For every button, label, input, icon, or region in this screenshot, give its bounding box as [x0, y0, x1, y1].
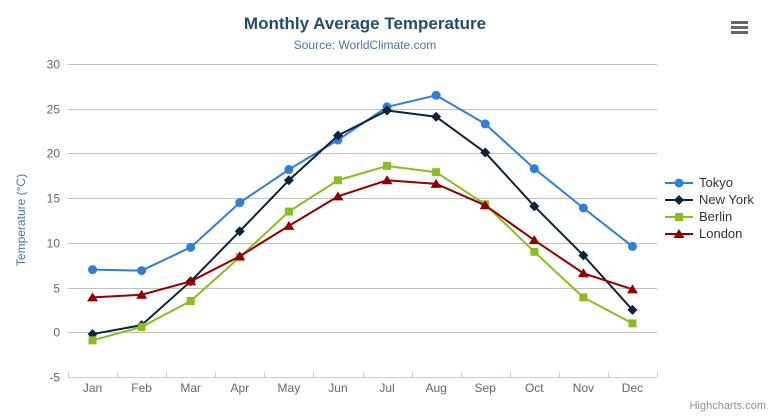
x-axis-label: Jul — [379, 381, 394, 395]
data-point-london[interactable] — [136, 289, 148, 299]
legend-item-berlin[interactable]: Berlin — [664, 208, 754, 225]
y-axis-label: 5 — [53, 282, 60, 296]
x-axis-label: Aug — [425, 381, 446, 395]
legend-marker — [675, 212, 683, 221]
y-axis-label: 10 — [47, 237, 61, 251]
x-axis-label: Sep — [475, 381, 497, 395]
data-point-new-york[interactable] — [332, 130, 343, 141]
x-axis-label: Apr — [230, 381, 249, 395]
data-point-london[interactable] — [234, 251, 246, 261]
data-point-new-york[interactable] — [234, 226, 245, 237]
data-point-new-york[interactable] — [431, 111, 442, 122]
hamburger-menu-icon — [731, 26, 748, 29]
data-point-tokyo[interactable] — [88, 265, 98, 275]
series-line-tokyo[interactable] — [91, 94, 634, 272]
data-point-london[interactable] — [528, 235, 540, 245]
legend-marker-icon-circle — [665, 178, 693, 187]
y-axis-label: 30 — [47, 58, 61, 72]
legend-marker-icon-triangle — [665, 228, 693, 238]
data-point-london[interactable] — [430, 178, 442, 188]
data-point-london[interactable] — [381, 175, 393, 185]
data-point-berlin[interactable] — [137, 322, 146, 331]
series-line-berlin[interactable] — [91, 164, 634, 342]
data-point-tokyo[interactable] — [480, 119, 490, 129]
y-axis-label: 15 — [47, 192, 61, 206]
legend-marker — [674, 194, 684, 205]
x-axis-label: Jun — [328, 381, 347, 395]
data-point-tokyo[interactable] — [235, 198, 245, 208]
hamburger-menu-icon — [731, 31, 748, 34]
data-point-berlin[interactable] — [186, 296, 195, 305]
data-point-berlin[interactable] — [284, 207, 293, 216]
chart-context-menu-button[interactable] — [731, 21, 748, 34]
credits-link[interactable]: Highcharts.com — [689, 400, 766, 412]
data-point-new-york[interactable] — [627, 304, 638, 315]
legend-marker-icon-diamond — [665, 194, 693, 205]
x-axis-label: Feb — [131, 381, 152, 395]
data-point-berlin[interactable] — [530, 247, 539, 256]
y-axis-label: 20 — [47, 147, 61, 161]
legend-item-new-york[interactable]: New York — [664, 191, 754, 208]
data-point-tokyo[interactable] — [431, 90, 441, 100]
data-point-berlin[interactable] — [333, 176, 342, 185]
y-axis-label: 25 — [47, 103, 61, 117]
data-point-berlin[interactable] — [579, 293, 588, 302]
data-point-tokyo[interactable] — [529, 164, 539, 174]
legend-label: New York — [699, 192, 754, 207]
data-point-new-york[interactable] — [382, 105, 393, 116]
data-point-london[interactable] — [626, 284, 638, 294]
data-point-tokyo[interactable] — [186, 242, 196, 252]
data-point-berlin[interactable] — [88, 336, 97, 345]
data-point-berlin[interactable] — [383, 161, 392, 170]
data-point-tokyo[interactable] — [137, 266, 147, 276]
data-point-london[interactable] — [479, 200, 491, 210]
x-axis-label: Nov — [573, 381, 594, 395]
data-point-tokyo[interactable] — [578, 203, 588, 213]
data-point-new-york[interactable] — [283, 175, 294, 186]
data-point-london[interactable] — [577, 268, 589, 278]
data-point-new-york[interactable] — [529, 201, 540, 212]
data-point-london[interactable] — [332, 191, 344, 201]
y-axis-label: -5 — [49, 371, 60, 385]
legend-marker — [674, 178, 684, 187]
x-axis-label: Mar — [180, 381, 201, 395]
data-point-london[interactable] — [87, 292, 99, 302]
data-point-london[interactable] — [283, 220, 295, 230]
data-point-tokyo[interactable] — [627, 241, 637, 251]
series-line-new-york[interactable] — [91, 109, 634, 336]
legend: Tokyo New York Berlin London — [664, 174, 754, 242]
hamburger-menu-icon — [731, 21, 748, 24]
legend-label: London — [699, 226, 743, 241]
x-axis-label: Jan — [83, 381, 102, 395]
data-point-new-york[interactable] — [480, 147, 491, 158]
y-axis-label: 0 — [53, 326, 60, 340]
data-point-new-york[interactable] — [578, 250, 589, 261]
x-axis-label: Oct — [525, 381, 544, 395]
chart-subtitle: Source: WorldClimate.com — [293, 38, 437, 52]
chart-title: Monthly Average Temperature — [243, 14, 487, 33]
legend-label: Berlin — [699, 209, 733, 224]
legend-item-tokyo[interactable]: Tokyo — [664, 174, 754, 191]
data-point-tokyo[interactable] — [284, 165, 294, 175]
data-point-london[interactable] — [185, 276, 197, 286]
legend-marker — [673, 228, 685, 238]
legend-marker-icon-square — [665, 212, 693, 221]
legend-label: Tokyo — [699, 175, 733, 190]
data-point-berlin[interactable] — [628, 319, 637, 328]
x-axis-label: Dec — [622, 381, 643, 395]
legend-item-london[interactable]: London — [664, 225, 754, 242]
series-line-london[interactable] — [91, 179, 634, 299]
data-point-berlin[interactable] — [432, 168, 441, 177]
x-axis-label: May — [278, 381, 301, 395]
